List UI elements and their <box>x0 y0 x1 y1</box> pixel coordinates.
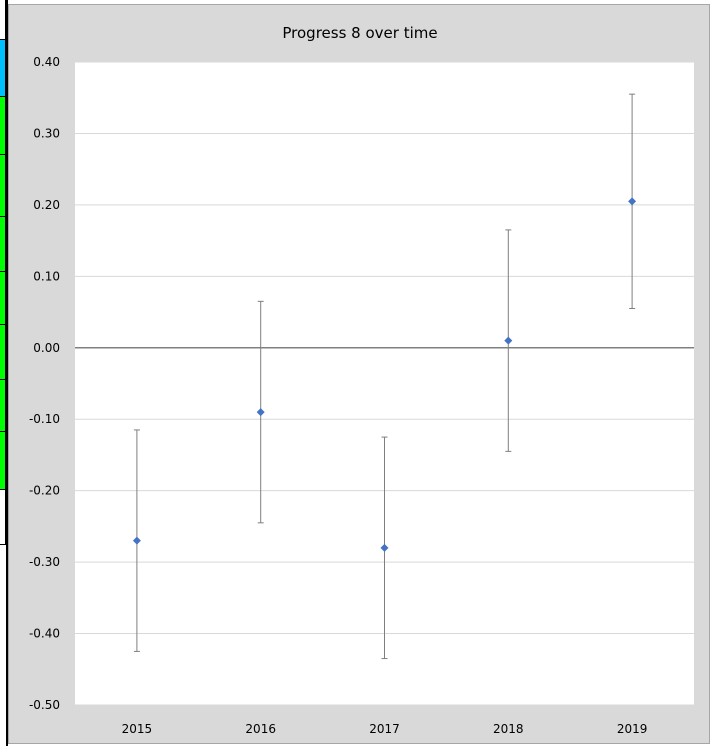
y-tick-label: 0.30 <box>33 126 60 140</box>
edge-segment <box>0 380 6 432</box>
y-tick-label: 0.40 <box>33 55 60 69</box>
y-tick-label: 0.00 <box>33 341 60 355</box>
chart-title: Progress 8 over time <box>282 24 437 42</box>
left-edge-strip <box>0 0 7 746</box>
edge-segment <box>0 97 6 155</box>
y-tick-label: -0.30 <box>29 555 60 569</box>
x-axis-ticks: 2015 2016 2017 2018 2019 <box>122 722 648 736</box>
data-point <box>256 408 265 417</box>
x-tick-label: 2015 <box>122 722 153 736</box>
y-tick-label: -0.20 <box>29 484 60 498</box>
y-tick-label: -0.10 <box>29 412 60 426</box>
data-points <box>132 197 637 552</box>
y-tick-label: -0.40 <box>29 627 60 641</box>
edge-segment <box>0 272 6 325</box>
data-point <box>380 543 389 552</box>
x-tick-label: 2016 <box>245 722 276 736</box>
y-axis-ticks: -0.50 -0.40 -0.30 -0.20 -0.10 0.00 0.10 0.20 0.3… <box>29 55 60 712</box>
data-point <box>132 536 141 545</box>
y-tick-label: 0.20 <box>33 198 60 212</box>
data-point <box>628 197 637 206</box>
edge-segment <box>0 40 6 97</box>
y-tick-label: 0.10 <box>33 269 60 283</box>
left-edge-border <box>6 0 8 746</box>
edge-segment <box>0 217 6 272</box>
edge-segment <box>0 432 6 490</box>
x-tick-label: 2017 <box>369 722 400 736</box>
y-tick-label: -0.50 <box>29 698 60 712</box>
edge-segment <box>0 325 6 380</box>
edge-segment <box>0 155 6 217</box>
data-point <box>504 336 513 345</box>
x-tick-label: 2018 <box>493 722 524 736</box>
x-tick-label: 2019 <box>617 722 648 736</box>
edge-segment <box>0 490 6 545</box>
edge-segment <box>0 0 6 40</box>
